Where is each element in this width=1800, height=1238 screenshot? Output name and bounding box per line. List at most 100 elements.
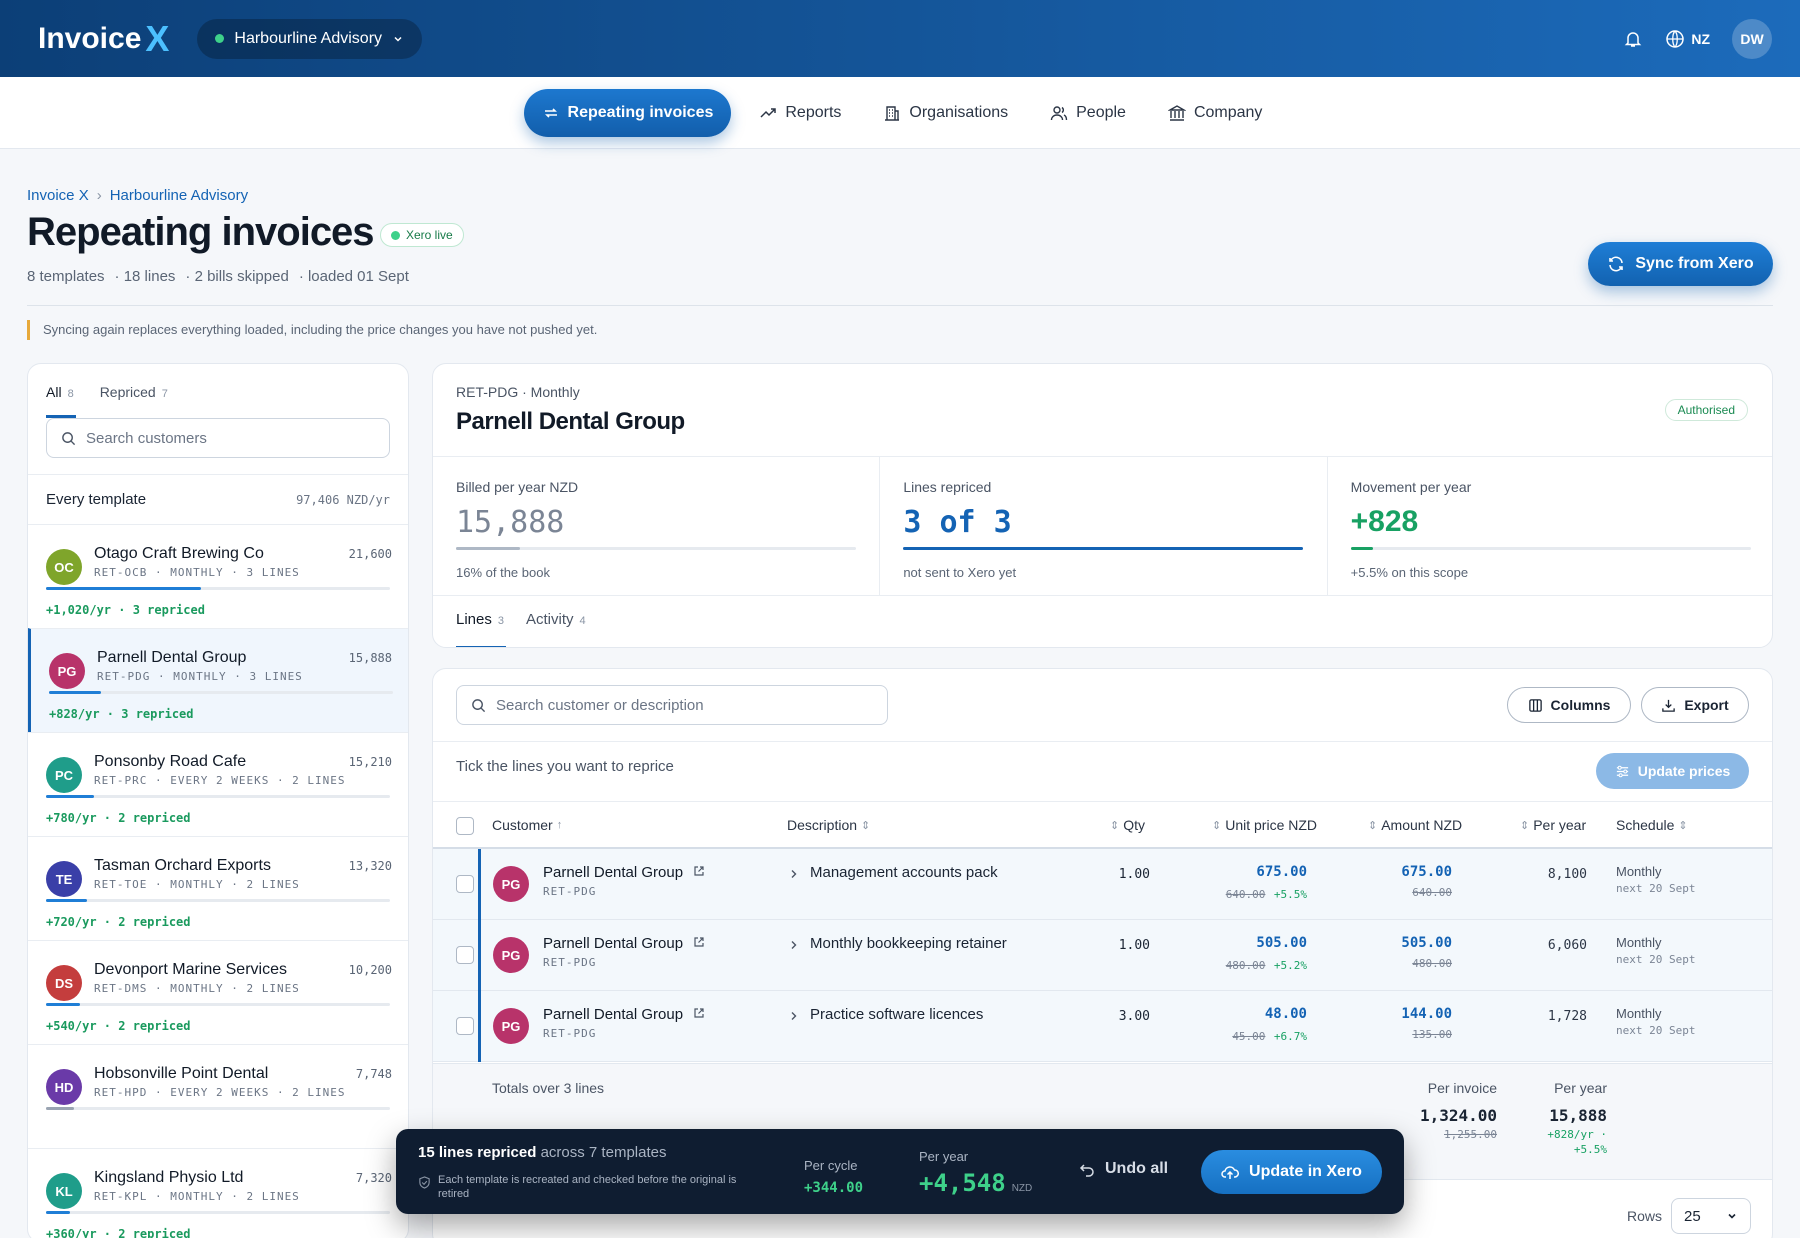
customer-search-input[interactable]: Search customers xyxy=(46,418,390,458)
every-template-row[interactable]: Every template 97,406 NZD/yr xyxy=(28,474,408,524)
rows-per-page-select[interactable]: 25 xyxy=(1671,1198,1751,1234)
per-invoice-total: 1,324.00 xyxy=(1419,1106,1497,1125)
columns-button[interactable]: Columns xyxy=(1507,687,1631,723)
col-amount[interactable]: ⇕ Amount NZD xyxy=(1368,817,1462,833)
customer-repriced: +780/yr · 2 repriced xyxy=(46,811,191,825)
col-schedule[interactable]: Schedule ⇕ xyxy=(1616,817,1688,833)
tab-label: Lines xyxy=(456,611,492,628)
customer-meta: RET-HPD · EVERY 2 WEEKS · 2 LINES xyxy=(94,1086,346,1099)
xero-live-badge: Xero live xyxy=(380,223,464,247)
row-checkbox[interactable] xyxy=(456,946,474,964)
customer-share-fill xyxy=(46,1211,71,1214)
external-link-icon[interactable] xyxy=(693,936,705,948)
rows-label: Rows xyxy=(1627,1208,1663,1224)
col-customer[interactable]: Customer ↑ xyxy=(492,817,562,833)
kpi-label: Lines repriced xyxy=(903,479,992,495)
bell-icon[interactable] xyxy=(1623,29,1643,49)
table-row[interactable]: PG Parnell Dental Group RET-PDG Practice s… xyxy=(433,991,1772,1062)
row-qty: 1.00 xyxy=(1118,938,1150,953)
tab-repriced[interactable]: Repriced 7 xyxy=(100,384,168,418)
row-checkbox[interactable] xyxy=(456,1017,474,1035)
button-label: Undo all xyxy=(1105,1160,1169,1177)
customer-repriced: +1,020/yr · 3 repriced xyxy=(46,603,205,617)
row-customer[interactable]: Parnell Dental Group xyxy=(543,864,705,881)
row-customer-name: Parnell Dental Group xyxy=(543,935,684,952)
avatar: HD xyxy=(46,1069,82,1105)
tab-repeating-invoices[interactable]: Repeating invoices xyxy=(523,88,732,137)
col-per-year[interactable]: ⇕ Per year xyxy=(1520,817,1586,833)
customer-item[interactable]: HD Hobsonville Point Dental RET-HPD · EVER… xyxy=(28,1044,408,1148)
tab-reports[interactable]: Reports xyxy=(745,89,855,137)
table-row[interactable]: PG Parnell Dental Group RET-PDG Monthly bo… xyxy=(433,920,1772,991)
breadcrumb-item[interactable]: Invoice X xyxy=(27,187,89,204)
sort-up-icon: ↑ xyxy=(556,819,563,831)
tab-company[interactable]: Company xyxy=(1154,89,1276,137)
customer-list: OC Otago Craft Brewing Co RET-OCB · MONTHL… xyxy=(28,524,408,1238)
row-description: Practice software licences xyxy=(810,1006,984,1023)
row-checkbox[interactable] xyxy=(456,875,474,893)
org-switcher[interactable]: Harbourline Advisory xyxy=(197,18,423,59)
tab-count: 7 xyxy=(161,388,168,400)
chevron-right-icon[interactable] xyxy=(789,1011,799,1021)
sync-from-xero-button[interactable]: Sync from Xero xyxy=(1588,242,1773,286)
col-label: Unit price NZD xyxy=(1225,817,1318,833)
user-avatar[interactable]: DW xyxy=(1732,18,1772,59)
col-label: Per year xyxy=(1533,817,1587,833)
button-label: Sync from Xero xyxy=(1635,255,1754,272)
breadcrumb: Invoice X › Harbourline Advisory xyxy=(27,187,248,204)
app-logo[interactable]: Invoice X xyxy=(38,20,169,57)
customer-item[interactable]: OC Otago Craft Brewing Co RET-OCB · MONTHL… xyxy=(28,524,408,628)
select-all-checkbox[interactable] xyxy=(456,817,474,835)
undo-all-button[interactable]: Undo all xyxy=(1079,1160,1168,1178)
customer-repriced: +360/yr · 2 repriced xyxy=(46,1227,191,1238)
customer-name: Tasman Orchard Exports xyxy=(94,857,271,874)
line-search-input[interactable]: Search customer or description xyxy=(456,685,888,725)
chevron-right-icon[interactable] xyxy=(789,869,799,879)
per-year-delta: +828/yr · xyxy=(1547,1128,1607,1141)
tab-label: All xyxy=(46,384,62,400)
kpi-bar-fill xyxy=(1350,547,1373,550)
table-header: Customer ↑ Description ⇕ ⇕ Qty ⇕ Unit price … xyxy=(433,801,1772,849)
kpi-bar xyxy=(456,547,856,550)
customer-item[interactable]: PC Ponsonby Road Cafe RET-PRC · EVERY 2 WE… xyxy=(28,732,408,836)
row-per-year: 1,728 xyxy=(1547,1009,1587,1024)
customer-item[interactable]: DS Devonport Marine Services RET-DMS · MON… xyxy=(28,940,408,1044)
row-customer[interactable]: Parnell Dental Group xyxy=(543,935,705,952)
external-link-icon[interactable] xyxy=(693,865,705,877)
customer-share-fill xyxy=(49,691,101,694)
tab-activity[interactable]: Activity 4 xyxy=(526,611,586,647)
customer-value: 13,320 xyxy=(348,859,392,873)
row-unit-price: 48.00 xyxy=(1264,1006,1307,1022)
tab-organisations[interactable]: Organisations xyxy=(869,89,1022,137)
search-icon xyxy=(472,698,486,712)
tab-count: 4 xyxy=(579,615,586,627)
breadcrumb-separator: › xyxy=(96,187,102,204)
col-unit-price[interactable]: ⇕ Unit price NZD xyxy=(1212,817,1317,833)
row-code: RET-PDG xyxy=(543,956,597,969)
row-qty: 1.00 xyxy=(1118,867,1150,882)
chevron-right-icon[interactable] xyxy=(789,940,799,950)
avatar: OC xyxy=(46,549,82,585)
every-template-value: 97,406 NZD/yr xyxy=(296,492,390,507)
language-selector[interactable]: NZ xyxy=(1665,29,1710,49)
col-qty[interactable]: ⇕ Qty xyxy=(1110,817,1145,833)
row-customer[interactable]: Parnell Dental Group xyxy=(543,1006,705,1023)
external-link-icon[interactable] xyxy=(693,1007,705,1019)
customer-item[interactable]: KL Kingsland Physio Ltd RET-KPL · MONTHLY … xyxy=(28,1148,408,1238)
breadcrumb-item[interactable]: Harbourline Advisory xyxy=(109,187,249,204)
tab-people[interactable]: People xyxy=(1036,89,1140,137)
customer-item[interactable]: PG Parnell Dental Group RET-PDG · MONTHLY … xyxy=(28,628,408,732)
tab-all[interactable]: All 8 xyxy=(46,384,76,418)
sync-notice: Syncing again replaces everything loaded… xyxy=(27,320,597,340)
every-template-label: Every template xyxy=(46,491,147,508)
download-icon xyxy=(1662,699,1676,712)
per-year-value: +4,548 xyxy=(919,1169,1006,1197)
customer-item[interactable]: TE Tasman Orchard Exports RET-TOE · MONTHL… xyxy=(28,836,408,940)
export-button[interactable]: Export xyxy=(1641,687,1749,723)
row-per-year: 6,060 xyxy=(1547,938,1587,953)
col-description[interactable]: Description ⇕ xyxy=(787,817,870,833)
tab-lines[interactable]: Lines 3 xyxy=(456,611,506,647)
update-in-xero-button[interactable]: Update in Xero xyxy=(1201,1150,1382,1194)
update-prices-button[interactable]: Update prices xyxy=(1596,753,1749,789)
table-row[interactable]: PG Parnell Dental Group RET-PDG Management… xyxy=(433,849,1772,920)
